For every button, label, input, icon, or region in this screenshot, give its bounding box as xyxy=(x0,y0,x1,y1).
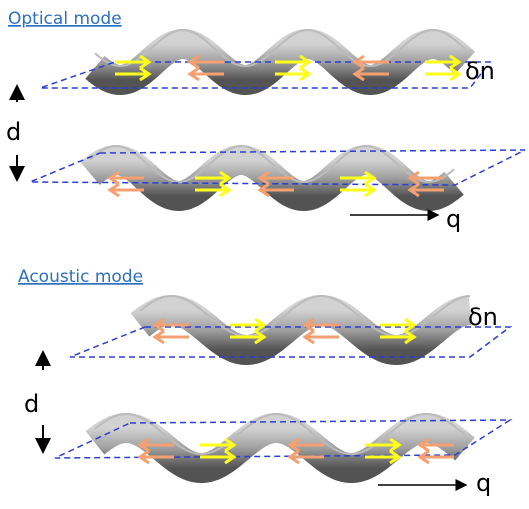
wavevector-label: q xyxy=(446,205,461,233)
drawing-layer xyxy=(17,30,525,485)
distance-label: d xyxy=(6,118,21,146)
distance-label: d xyxy=(24,390,39,418)
panel-title: Optical mode xyxy=(8,9,122,29)
panel-title: Acoustic mode xyxy=(18,267,143,287)
delta-label: δn xyxy=(465,57,495,85)
helix-ribbon xyxy=(140,310,470,350)
diagram: Optical mode δn d q Acoustic mode δn d q xyxy=(0,0,529,509)
helix-ribbon xyxy=(95,428,465,468)
wavevector-label: q xyxy=(476,469,491,497)
delta-label: δn xyxy=(468,303,498,331)
